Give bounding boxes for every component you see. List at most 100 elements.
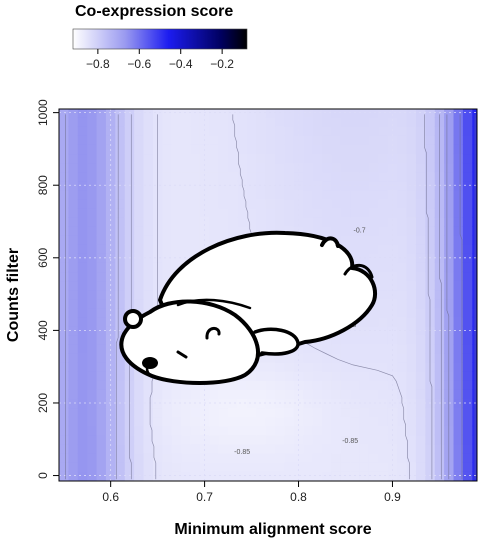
heatmap-cell [415, 307, 426, 318]
heatmap-cell [105, 198, 116, 209]
heatmap-cell [340, 153, 351, 164]
heatmap-cell [228, 389, 239, 400]
heatmap-cell [425, 153, 436, 164]
heatmap-cell [359, 117, 370, 127]
heatmap-cell [228, 135, 239, 145]
heatmap-cell [284, 425, 295, 436]
heatmap-cell [340, 109, 351, 118]
heatmap-cell [415, 207, 426, 218]
colorbar-ticks: −0.8 −0.6 −0.4 −0.2 [86, 49, 234, 71]
heatmap-cell [303, 198, 314, 209]
heatmap-cell [453, 207, 464, 218]
heatmap-cell [359, 371, 370, 381]
heatmap-cell [312, 162, 323, 173]
heatmap-cell [115, 380, 126, 390]
heatmap-cell [378, 298, 389, 309]
heatmap-cell [96, 180, 107, 191]
heatmap-cell [415, 353, 426, 363]
heatmap-cell [171, 244, 182, 254]
heatmap-cell [303, 416, 314, 427]
heatmap-cell [256, 162, 267, 173]
heatmap-cell [115, 362, 126, 372]
heatmap-cell [322, 434, 332, 445]
heatmap-cell [397, 416, 408, 427]
heatmap-cell [218, 171, 229, 182]
heatmap-cell [209, 226, 220, 236]
heatmap-cell [425, 262, 436, 273]
heatmap-cell [472, 461, 477, 472]
heatmap-cell [397, 471, 408, 481]
heatmap-cell [171, 389, 182, 400]
heatmap-cell [77, 135, 88, 145]
heatmap-cell [218, 461, 229, 472]
heatmap-cell [143, 235, 154, 245]
heatmap-cell [134, 289, 145, 300]
heatmap-cell [275, 461, 286, 472]
heatmap-cell [96, 271, 107, 282]
heatmap-cell [462, 109, 473, 118]
heatmap-cell [124, 244, 135, 254]
heatmap-cell [246, 135, 257, 145]
heatmap-cell [228, 216, 239, 227]
heatmap-cell [162, 162, 173, 173]
heatmap-cell [462, 216, 473, 227]
heatmap-cell [171, 407, 182, 418]
heatmap-cell [77, 253, 88, 263]
heatmap-cell [143, 425, 154, 436]
heatmap-cell [444, 207, 455, 218]
heatmap-cell [331, 198, 342, 209]
heatmap-cell [378, 289, 389, 300]
heatmap-cell [350, 353, 361, 363]
heatmap-cell [368, 153, 379, 164]
heatmap-cell [68, 126, 79, 136]
heatmap-cell [406, 180, 417, 191]
heatmap-cell [171, 398, 182, 409]
heatmap-cell [265, 126, 276, 136]
heatmap-cell [199, 153, 210, 164]
heatmap-cell [340, 425, 351, 436]
heatmap-cell [218, 434, 229, 445]
heatmap-cell [77, 109, 88, 118]
heatmap-cell [378, 471, 389, 481]
heatmap-cell [124, 298, 135, 309]
heatmap-cell [105, 316, 116, 327]
heatmap-cell [331, 189, 342, 200]
heatmap-cell [462, 189, 473, 200]
heatmap-cell [472, 226, 477, 236]
heatmap-cell [68, 443, 79, 454]
heatmap-cell [425, 452, 436, 463]
heatmap-cell [359, 362, 370, 372]
heatmap-cell [284, 153, 295, 164]
heatmap-cell [472, 380, 477, 390]
heatmap-cell [387, 162, 398, 173]
heatmap-cell [199, 117, 210, 127]
heatmap-cell [453, 316, 464, 327]
heatmap-cell [350, 162, 361, 173]
heatmap-cell [406, 253, 417, 263]
heatmap-cell [96, 244, 107, 254]
heatmap-cell [87, 262, 98, 273]
heatmap-cell [87, 126, 98, 136]
heatmap-cell [59, 452, 69, 463]
heatmap-cell [143, 298, 154, 309]
heatmap-cell [96, 298, 107, 309]
heatmap-cell [312, 434, 323, 445]
heatmap-cell [68, 344, 79, 354]
heatmap-cell [105, 298, 116, 309]
heatmap-cell [181, 180, 192, 191]
heatmap-cell [322, 407, 332, 418]
heatmap-cell [181, 434, 192, 445]
heatmap-cell [284, 353, 295, 363]
heatmap-cell [350, 344, 361, 354]
heatmap-cell [350, 334, 361, 345]
heatmap-cell [77, 126, 88, 136]
heatmap-cell [87, 461, 98, 472]
heatmap-cell [312, 371, 323, 381]
heatmap-cell [359, 198, 370, 209]
heatmap-cell [312, 109, 323, 118]
heatmap-cell [368, 189, 379, 200]
heatmap-cell [228, 452, 239, 463]
heatmap-cell [77, 244, 88, 254]
heatmap-cell [472, 244, 477, 254]
heatmap-cell [237, 117, 248, 127]
